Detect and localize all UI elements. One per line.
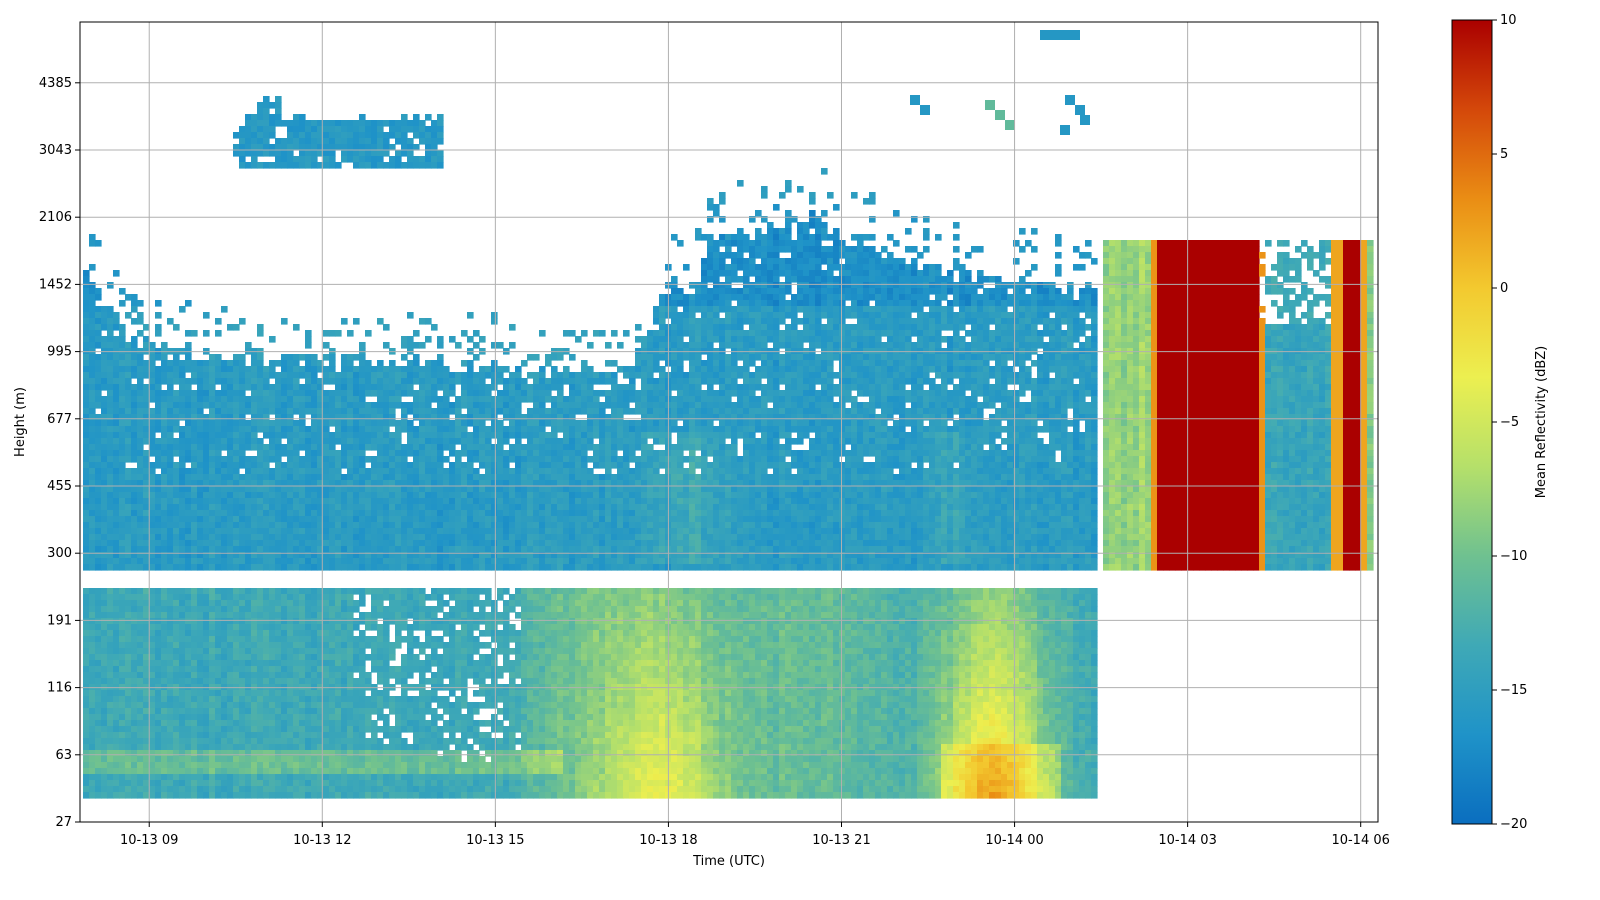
- y-axis-label: Height (m): [13, 387, 28, 457]
- y-axis: 4385 3043 2106 1452 995 677 455 300 191 116 63 27: [39, 76, 80, 830]
- colorbar-tick-label: 5: [1500, 147, 1508, 162]
- colorbar: 10 5 0 −5 −10 −15 −20 Mean Reflectivity (dBZ): [1452, 13, 1549, 832]
- x-axis-label: Time (UTC): [692, 854, 765, 869]
- x-tick-label: 10-14 03: [1158, 833, 1216, 848]
- y-tick-label: 3043: [39, 143, 72, 158]
- colorbar-ticks: 10 5 0 −5 −10 −15 −20: [1492, 13, 1527, 832]
- y-tick-label: 4385: [39, 76, 72, 91]
- y-tick-label: 995: [47, 345, 72, 360]
- x-tick-label: 10-14 00: [985, 833, 1043, 848]
- colorbar-tick-label: −10: [1500, 549, 1527, 564]
- y-tick-label: 677: [47, 412, 72, 427]
- y-tick-label: 27: [55, 815, 72, 830]
- x-tick-label: 10-13 18: [639, 833, 697, 848]
- x-tick-label: 10-14 06: [1331, 833, 1389, 848]
- x-tick-label: 10-13 21: [812, 833, 870, 848]
- colorbar-gradient: [1452, 20, 1492, 824]
- colorbar-tick-label: 10: [1500, 13, 1517, 28]
- colorbar-tick-label: −15: [1500, 683, 1527, 698]
- x-tick-label: 10-13 15: [466, 833, 524, 848]
- y-tick-label: 300: [47, 546, 72, 561]
- reflectivity-heatmap: [83, 30, 1374, 799]
- y-tick-label: 2106: [39, 210, 72, 225]
- y-tick-label: 1452: [39, 277, 72, 292]
- y-tick-label: 455: [47, 479, 72, 494]
- colorbar-tick-label: −20: [1500, 817, 1527, 832]
- colorbar-tick-label: −5: [1500, 415, 1519, 430]
- x-axis: 10-13 09 10-13 12 10-13 15 10-13 18 10-13 21…: [120, 822, 1390, 848]
- x-tick-label: 10-13 09: [120, 833, 178, 848]
- y-tick-label: 191: [47, 613, 72, 628]
- x-tick-label: 10-13 12: [293, 833, 351, 848]
- y-tick-label: 63: [55, 748, 72, 763]
- colorbar-label: Mean Reflectivity (dBZ): [1534, 346, 1549, 499]
- y-tick-label: 116: [47, 681, 72, 696]
- colorbar-tick-label: 0: [1500, 281, 1508, 296]
